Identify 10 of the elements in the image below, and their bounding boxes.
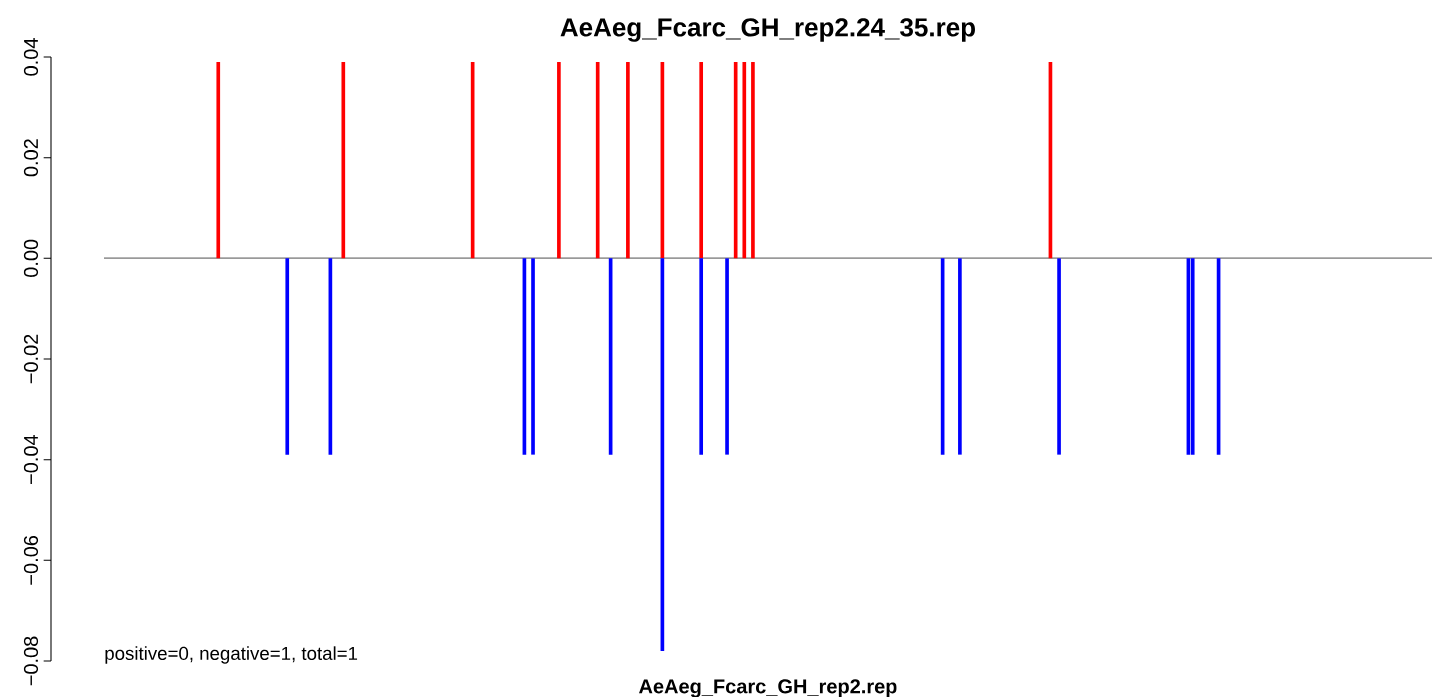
y-tick-label: −0.02 xyxy=(23,334,39,384)
y-tick-label: −0.04 xyxy=(23,434,39,484)
y-tick-label: 0.02 xyxy=(23,139,39,177)
y-tick-label: −0.06 xyxy=(23,535,39,585)
chart-title: AeAeg_Fcarc_GH_rep2.24_35.rep xyxy=(560,18,975,42)
annotation: positive=0, negative=1, total=1 xyxy=(105,646,358,664)
y-tick-label: 0.04 xyxy=(23,38,39,76)
text: AeAeg_Fcarc_GH_rep2.rep xyxy=(639,679,897,697)
y-tick-label: −0.08 xyxy=(23,636,39,686)
y-tick-label: 0.00 xyxy=(23,239,39,278)
